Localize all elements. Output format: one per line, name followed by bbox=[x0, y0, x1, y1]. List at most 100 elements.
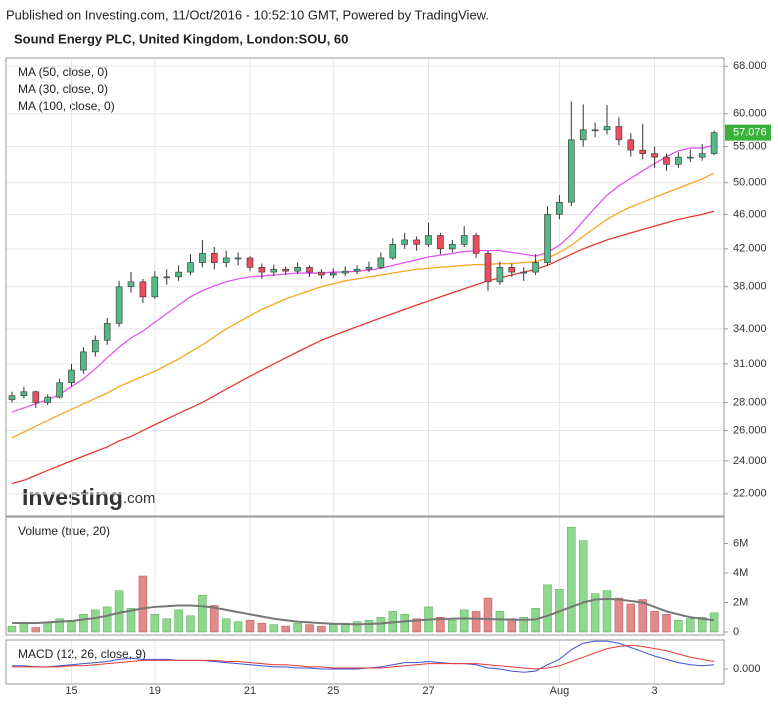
published-line: Published on Investing.com, 11/Oct/2016 … bbox=[6, 7, 489, 22]
volume-bar bbox=[305, 624, 314, 633]
candle-body bbox=[448, 244, 456, 250]
volume-bar bbox=[519, 617, 528, 633]
legend-entry: MA (50, close, 0) bbox=[18, 65, 108, 79]
candle-body bbox=[698, 153, 706, 158]
volume-bar bbox=[210, 605, 219, 633]
y-tick-label: 55.000 bbox=[733, 141, 767, 153]
candle-body bbox=[103, 323, 111, 341]
candle-body bbox=[175, 271, 182, 278]
y-tick-label: 42.000 bbox=[733, 243, 767, 255]
volume-bar bbox=[412, 618, 421, 633]
volume-bar bbox=[626, 603, 636, 633]
candle-body bbox=[353, 268, 361, 272]
candle-body bbox=[199, 253, 206, 263]
volume-bar bbox=[507, 618, 517, 633]
y-tick-label: 0.000 bbox=[733, 663, 761, 675]
candle-body bbox=[44, 396, 52, 403]
volume-bar bbox=[602, 590, 612, 633]
volume-bar bbox=[198, 594, 207, 633]
volume-bar bbox=[674, 619, 683, 633]
volume-bar bbox=[436, 617, 445, 633]
candle-body bbox=[318, 271, 325, 276]
volume-ma-line bbox=[11, 597, 715, 626]
volume-bar bbox=[590, 593, 600, 633]
candle-body bbox=[127, 281, 135, 288]
y-tick-label: 60.000 bbox=[733, 108, 767, 120]
volume-bar bbox=[459, 609, 469, 633]
volume-bar bbox=[91, 609, 100, 633]
candle-body bbox=[663, 156, 670, 165]
volume-bar bbox=[686, 618, 695, 633]
candle-body bbox=[258, 267, 266, 273]
candle-body bbox=[496, 267, 504, 283]
volume-bar bbox=[293, 622, 302, 633]
candle-body bbox=[187, 262, 194, 273]
y-tick-label: 24.000 bbox=[733, 455, 767, 467]
candle-body bbox=[591, 129, 599, 132]
y-tick-label: 68.000 bbox=[733, 60, 767, 72]
candle-body bbox=[639, 149, 647, 154]
y-tick-label: 2M bbox=[733, 596, 748, 608]
marks bbox=[7, 101, 719, 673]
candle-body bbox=[401, 239, 409, 245]
candle-body bbox=[222, 257, 230, 263]
x-tick-label: 27 bbox=[422, 685, 434, 697]
candle-body bbox=[115, 286, 123, 324]
volume-bar bbox=[269, 624, 279, 633]
volume-bar bbox=[650, 611, 659, 633]
candle-body bbox=[270, 268, 278, 273]
macd-line bbox=[12, 640, 715, 673]
candle-body bbox=[92, 339, 99, 353]
candle-body bbox=[8, 395, 16, 401]
volume-bar bbox=[7, 625, 17, 633]
volume-bar bbox=[662, 614, 671, 633]
volume-bar bbox=[352, 621, 362, 633]
candle-body bbox=[306, 267, 313, 273]
volume-bar bbox=[221, 618, 231, 633]
macd-line bbox=[12, 644, 715, 670]
watermark-suffix: .com bbox=[123, 490, 156, 507]
candle-body bbox=[246, 257, 254, 268]
ma-line bbox=[11, 210, 715, 485]
candle-body bbox=[437, 235, 444, 250]
volume-bar bbox=[138, 575, 148, 633]
candle-body bbox=[556, 201, 563, 215]
x-tick-label: 21 bbox=[244, 685, 256, 697]
volume-bar bbox=[495, 611, 505, 633]
volume-title: Volume (true, 20) bbox=[18, 524, 110, 538]
y-tick-label: 4M bbox=[733, 567, 748, 579]
candle-body bbox=[603, 126, 611, 131]
x-tick-label: 3 bbox=[652, 685, 658, 697]
candle-body bbox=[579, 129, 587, 141]
volume-bar bbox=[578, 540, 588, 633]
last-price-box bbox=[725, 124, 771, 141]
candle-body bbox=[163, 276, 170, 279]
candle-body bbox=[282, 268, 290, 272]
symbol-title: Sound Energy PLC, United Kingdom, London… bbox=[14, 31, 348, 46]
volume-bar bbox=[102, 606, 112, 633]
y-tick-label: 31.000 bbox=[733, 358, 767, 370]
candle-body bbox=[472, 235, 480, 254]
volume-bar bbox=[245, 619, 255, 633]
candle-body bbox=[651, 153, 658, 158]
candle-body bbox=[294, 267, 301, 272]
legend-entry: MA (100, close, 0) bbox=[18, 99, 115, 113]
candle-body bbox=[32, 391, 40, 403]
candle-body bbox=[532, 262, 539, 273]
volume-bar bbox=[709, 612, 719, 633]
volume-bar bbox=[162, 618, 171, 633]
candle-body bbox=[508, 267, 516, 273]
candle-body bbox=[520, 271, 528, 274]
candle-body bbox=[615, 126, 623, 141]
y-tick-label: 46.000 bbox=[733, 208, 767, 220]
volume-bar bbox=[483, 597, 493, 633]
y-tick-label: 28.000 bbox=[733, 396, 767, 408]
volume-bar bbox=[471, 611, 481, 633]
y-tick-label: 50.000 bbox=[733, 177, 767, 189]
volume-bar bbox=[697, 617, 707, 633]
candle-body bbox=[567, 139, 575, 203]
volume-bar bbox=[55, 618, 64, 633]
candle-body bbox=[56, 382, 63, 398]
last-price-label: 57.076 bbox=[733, 127, 767, 139]
volume-bar bbox=[150, 614, 160, 633]
